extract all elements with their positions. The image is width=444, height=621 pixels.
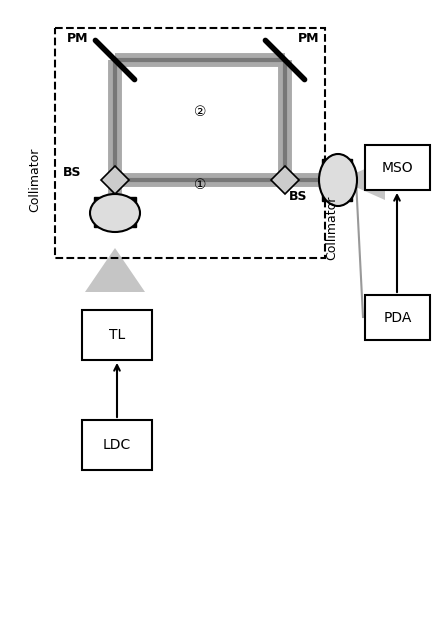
- Bar: [82, 310, 152, 360]
- Text: Collimator: Collimator: [325, 196, 338, 260]
- Bar: [365, 145, 430, 190]
- Bar: [94, 221, 136, 227]
- Text: PM: PM: [67, 32, 89, 45]
- Text: PDA: PDA: [383, 310, 412, 325]
- Ellipse shape: [319, 154, 357, 206]
- Text: ②: ②: [194, 105, 206, 119]
- Bar: [55, 28, 325, 258]
- Text: ①: ①: [194, 178, 206, 192]
- Text: BS: BS: [63, 166, 81, 178]
- Text: PM: PM: [298, 32, 320, 45]
- Text: MSO: MSO: [382, 160, 413, 175]
- Text: TL: TL: [109, 328, 125, 342]
- Bar: [322, 159, 328, 201]
- Polygon shape: [101, 166, 129, 194]
- Polygon shape: [85, 248, 145, 292]
- Text: Collimator: Collimator: [28, 148, 41, 212]
- Bar: [82, 420, 152, 470]
- Ellipse shape: [90, 194, 140, 232]
- Polygon shape: [271, 166, 299, 194]
- Text: BS: BS: [289, 189, 307, 202]
- Bar: [365, 295, 430, 340]
- Bar: [346, 159, 352, 201]
- Text: LDC: LDC: [103, 438, 131, 452]
- Bar: [94, 197, 136, 203]
- Polygon shape: [340, 160, 385, 200]
